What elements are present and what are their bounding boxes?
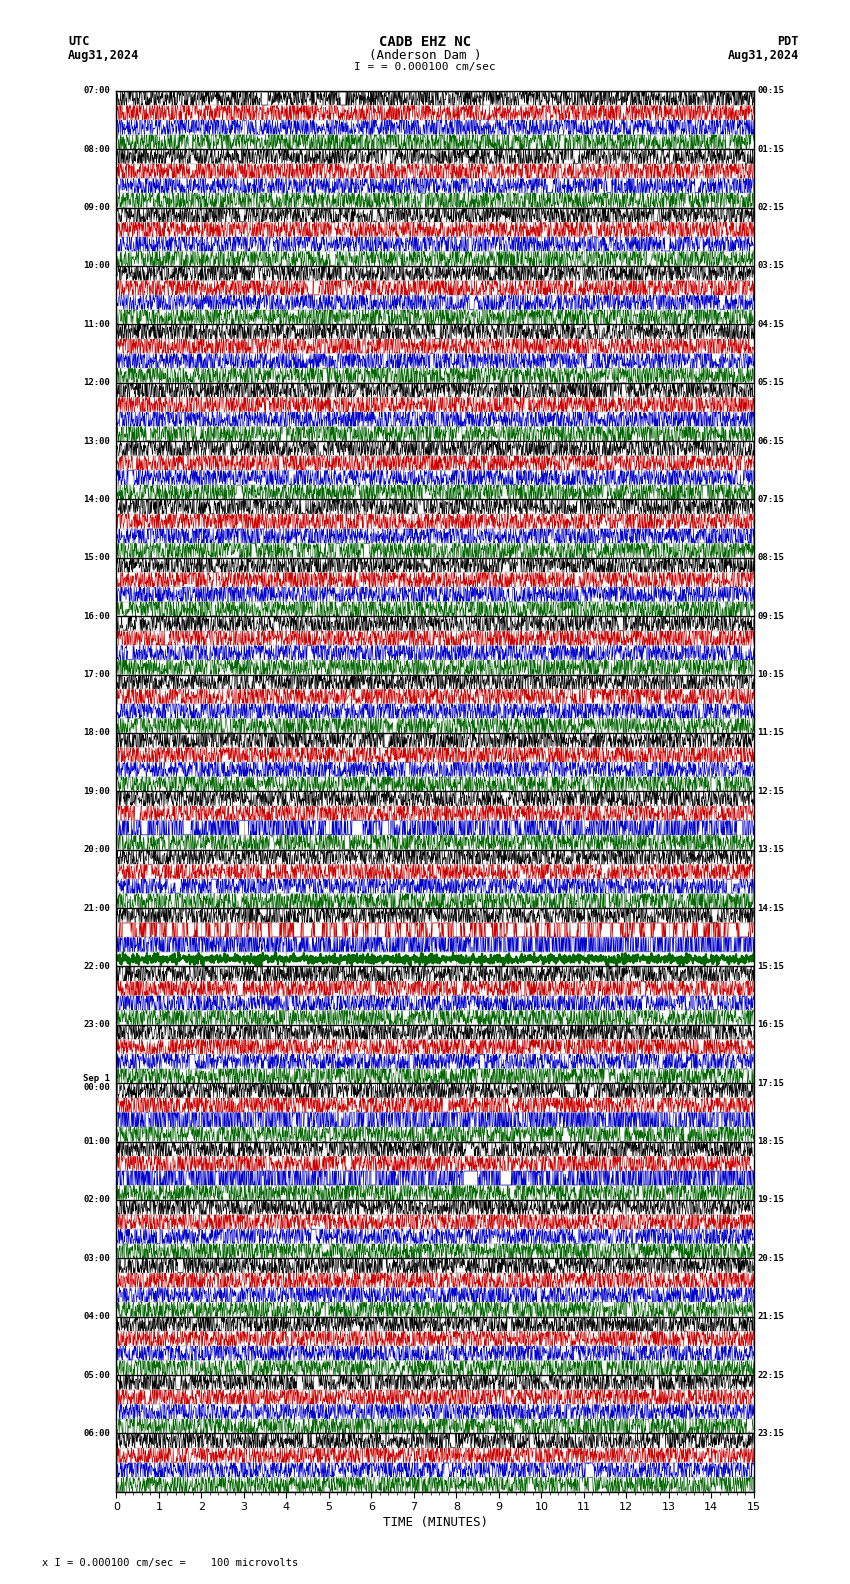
Text: 05:15: 05:15: [757, 379, 784, 386]
Text: Sep 1: Sep 1: [83, 1074, 110, 1083]
Text: 19:15: 19:15: [757, 1196, 784, 1204]
Text: 00:00: 00:00: [83, 1083, 110, 1091]
Text: 14:00: 14:00: [83, 494, 110, 504]
Text: 23:15: 23:15: [757, 1429, 784, 1438]
Text: 01:00: 01:00: [83, 1137, 110, 1147]
Text: 13:15: 13:15: [757, 846, 784, 854]
Text: x I = 0.000100 cm/sec =    100 microvolts: x I = 0.000100 cm/sec = 100 microvolts: [42, 1559, 298, 1568]
Text: PDT: PDT: [778, 35, 799, 48]
Text: 05:00: 05:00: [83, 1370, 110, 1380]
Text: 02:15: 02:15: [757, 203, 784, 212]
Text: Aug31,2024: Aug31,2024: [68, 49, 139, 62]
Text: (Anderson Dam ): (Anderson Dam ): [369, 49, 481, 62]
Text: 07:00: 07:00: [83, 86, 110, 95]
Text: 16:15: 16:15: [757, 1020, 784, 1030]
Text: 12:00: 12:00: [83, 379, 110, 386]
Text: 01:15: 01:15: [757, 144, 784, 154]
Text: 16:00: 16:00: [83, 611, 110, 621]
Text: 04:15: 04:15: [757, 320, 784, 329]
X-axis label: TIME (MINUTES): TIME (MINUTES): [382, 1516, 488, 1530]
Text: 15:00: 15:00: [83, 553, 110, 562]
Text: 11:00: 11:00: [83, 320, 110, 329]
Text: 07:15: 07:15: [757, 494, 784, 504]
Text: 06:15: 06:15: [757, 437, 784, 445]
Text: 20:15: 20:15: [757, 1255, 784, 1262]
Text: 02:00: 02:00: [83, 1196, 110, 1204]
Text: 14:15: 14:15: [757, 903, 784, 912]
Text: 03:00: 03:00: [83, 1255, 110, 1262]
Text: UTC: UTC: [68, 35, 89, 48]
Text: 15:15: 15:15: [757, 961, 784, 971]
Text: 13:00: 13:00: [83, 437, 110, 445]
Text: 06:00: 06:00: [83, 1429, 110, 1438]
Text: 19:00: 19:00: [83, 787, 110, 795]
Text: 10:00: 10:00: [83, 261, 110, 271]
Text: CADB EHZ NC: CADB EHZ NC: [379, 35, 471, 49]
Text: 18:00: 18:00: [83, 729, 110, 738]
Text: 18:15: 18:15: [757, 1137, 784, 1147]
Text: 20:00: 20:00: [83, 846, 110, 854]
Text: 23:00: 23:00: [83, 1020, 110, 1030]
Text: 21:00: 21:00: [83, 903, 110, 912]
Text: I = = 0.000100 cm/sec: I = = 0.000100 cm/sec: [354, 62, 496, 71]
Text: 21:15: 21:15: [757, 1312, 784, 1321]
Text: 03:15: 03:15: [757, 261, 784, 271]
Text: 00:15: 00:15: [757, 86, 784, 95]
Text: 09:15: 09:15: [757, 611, 784, 621]
Text: 10:15: 10:15: [757, 670, 784, 680]
Text: 17:00: 17:00: [83, 670, 110, 680]
Text: 09:00: 09:00: [83, 203, 110, 212]
Text: 12:15: 12:15: [757, 787, 784, 795]
Text: 17:15: 17:15: [757, 1079, 784, 1088]
Text: 22:15: 22:15: [757, 1370, 784, 1380]
Text: Aug31,2024: Aug31,2024: [728, 49, 799, 62]
Text: 22:00: 22:00: [83, 961, 110, 971]
Text: 08:00: 08:00: [83, 144, 110, 154]
Text: 08:15: 08:15: [757, 553, 784, 562]
Text: 04:00: 04:00: [83, 1312, 110, 1321]
Text: 11:15: 11:15: [757, 729, 784, 738]
